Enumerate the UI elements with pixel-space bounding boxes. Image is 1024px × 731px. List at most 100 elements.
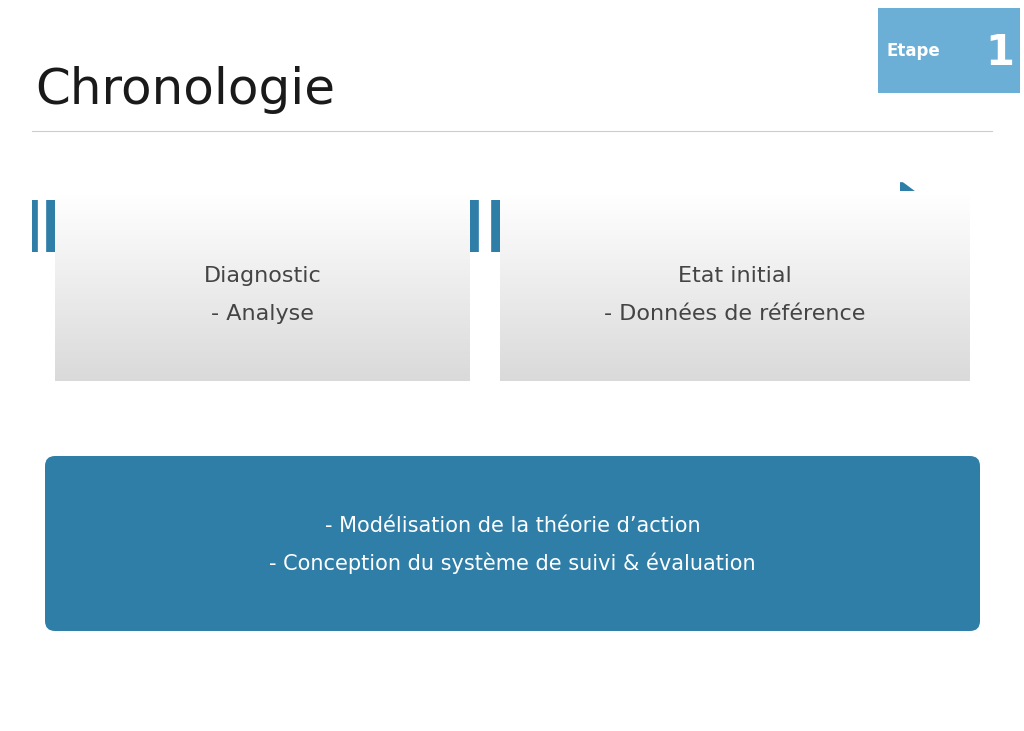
Bar bbox=[500, 284, 970, 286]
Bar bbox=[500, 242, 970, 244]
Bar bbox=[55, 208, 470, 210]
Bar bbox=[55, 356, 470, 358]
Bar bbox=[500, 317, 970, 318]
Bar bbox=[500, 254, 970, 256]
Bar bbox=[55, 267, 470, 269]
Bar bbox=[500, 206, 970, 208]
Bar bbox=[55, 379, 470, 381]
Bar bbox=[500, 341, 970, 343]
Bar bbox=[55, 292, 470, 294]
Bar bbox=[55, 250, 470, 251]
Bar bbox=[55, 332, 470, 333]
Bar bbox=[500, 326, 970, 327]
Bar bbox=[55, 218, 470, 219]
Bar bbox=[55, 225, 470, 227]
Bar bbox=[55, 366, 470, 368]
Bar bbox=[55, 282, 470, 284]
Bar bbox=[55, 303, 470, 305]
Bar bbox=[500, 339, 970, 341]
Bar bbox=[500, 305, 970, 307]
Bar bbox=[55, 311, 470, 313]
Bar bbox=[55, 260, 470, 261]
Bar bbox=[500, 308, 970, 311]
Bar bbox=[500, 364, 970, 366]
Bar bbox=[55, 257, 470, 260]
Bar bbox=[500, 210, 970, 212]
Bar bbox=[500, 295, 970, 298]
Bar bbox=[55, 263, 470, 265]
Bar bbox=[500, 256, 970, 257]
Bar bbox=[55, 313, 470, 314]
Bar bbox=[55, 374, 470, 375]
Bar bbox=[500, 194, 970, 197]
Bar bbox=[55, 317, 470, 318]
Bar bbox=[55, 326, 470, 327]
Bar bbox=[55, 307, 470, 308]
Bar bbox=[55, 223, 470, 225]
Bar bbox=[55, 246, 470, 248]
Bar bbox=[500, 257, 970, 260]
Bar bbox=[55, 191, 470, 193]
Bar bbox=[55, 355, 470, 356]
Bar bbox=[500, 292, 970, 294]
Bar bbox=[500, 289, 970, 292]
Bar bbox=[500, 193, 970, 194]
Bar bbox=[55, 221, 470, 223]
Bar bbox=[500, 199, 970, 200]
Bar bbox=[500, 333, 970, 336]
Bar bbox=[500, 286, 970, 288]
Bar bbox=[55, 229, 470, 231]
Bar bbox=[55, 216, 470, 218]
Bar bbox=[500, 299, 970, 301]
Bar bbox=[500, 313, 970, 314]
Bar bbox=[500, 202, 970, 204]
Bar bbox=[55, 231, 470, 232]
Bar bbox=[55, 235, 470, 237]
Bar bbox=[500, 327, 970, 330]
Bar bbox=[500, 204, 970, 206]
Bar bbox=[500, 273, 970, 275]
Bar bbox=[55, 210, 470, 212]
Bar bbox=[55, 371, 470, 374]
Bar bbox=[55, 237, 470, 238]
Bar bbox=[500, 213, 970, 216]
Bar bbox=[500, 324, 970, 326]
Bar bbox=[500, 318, 970, 320]
Bar bbox=[55, 308, 470, 311]
Bar bbox=[500, 238, 970, 240]
Bar bbox=[55, 295, 470, 298]
Bar bbox=[55, 352, 470, 355]
Bar bbox=[55, 232, 470, 235]
Bar bbox=[55, 199, 470, 200]
Bar bbox=[500, 314, 970, 317]
Bar bbox=[500, 337, 970, 339]
Bar bbox=[55, 193, 470, 194]
Bar bbox=[500, 223, 970, 225]
Bar bbox=[55, 358, 470, 360]
Bar bbox=[500, 251, 970, 254]
Bar bbox=[500, 248, 970, 250]
Bar bbox=[55, 341, 470, 343]
Text: 1: 1 bbox=[985, 32, 1014, 74]
Bar bbox=[55, 197, 470, 199]
Bar bbox=[500, 263, 970, 265]
Bar bbox=[55, 219, 470, 221]
Bar bbox=[55, 248, 470, 250]
Bar bbox=[55, 336, 470, 337]
Bar bbox=[500, 298, 970, 299]
Bar bbox=[500, 219, 970, 221]
Bar bbox=[500, 303, 970, 305]
Bar bbox=[55, 261, 470, 263]
Bar bbox=[55, 343, 470, 345]
Bar bbox=[55, 299, 470, 301]
Bar bbox=[55, 206, 470, 208]
Bar bbox=[500, 352, 970, 355]
Bar bbox=[500, 229, 970, 231]
Bar bbox=[500, 356, 970, 358]
Bar bbox=[500, 374, 970, 375]
Bar bbox=[55, 322, 470, 324]
Bar bbox=[55, 279, 470, 280]
Text: - Conception du système de suivi & évaluation: - Conception du système de suivi & évalu… bbox=[269, 553, 756, 575]
Bar bbox=[500, 360, 970, 362]
Bar bbox=[55, 360, 470, 362]
